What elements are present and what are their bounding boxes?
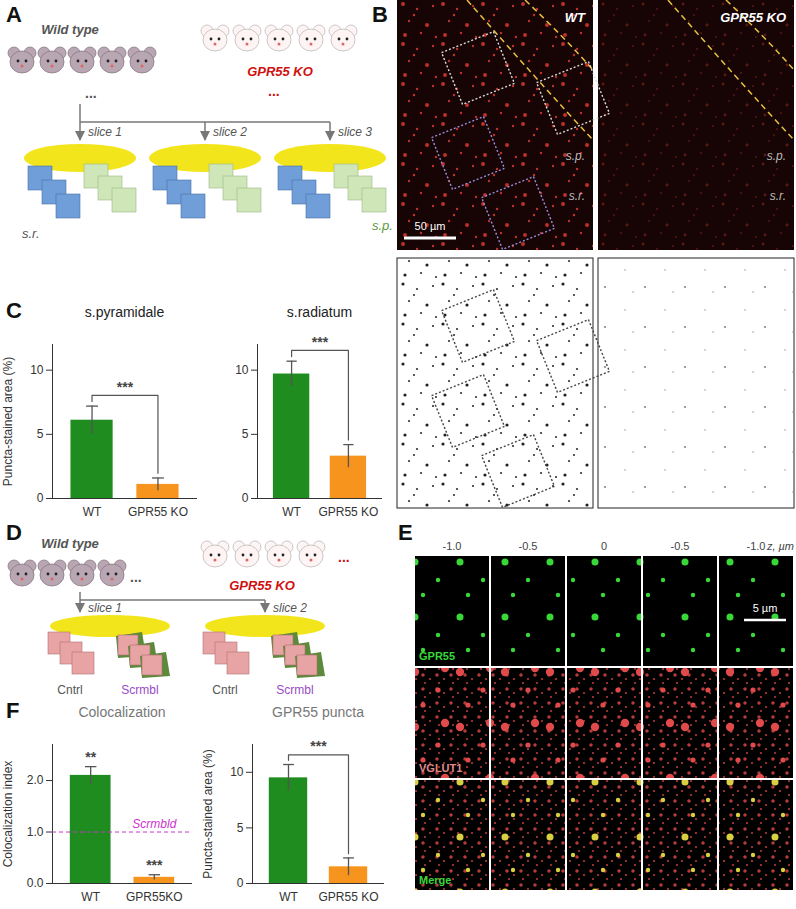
svg-text:10: 10	[230, 765, 244, 779]
svg-text:s.p.: s.p.	[767, 149, 786, 163]
svg-text:Puncta-stained area (%): Puncta-stained area (%)	[1, 357, 15, 486]
svg-text:GPR55 KO: GPR55 KO	[247, 64, 313, 79]
svg-text:slice 1: slice 1	[88, 601, 122, 615]
html-text:s.radiatum: s.radiatum	[286, 304, 353, 320]
svg-text:D: D	[6, 520, 22, 545]
svg-text:slice 3: slice 3	[338, 125, 372, 139]
svg-text:B: B	[372, 2, 388, 27]
svg-text:0: 0	[601, 540, 607, 552]
svg-text:s.r.: s.r.	[22, 226, 40, 241]
html-text:Colocalization: Colocalization	[78, 704, 166, 720]
svg-text:z, µm: z, µm	[766, 540, 794, 552]
svg-text:VGLUT1: VGLUT1	[419, 762, 462, 774]
svg-text:Wild type: Wild type	[41, 22, 99, 37]
svg-text:Wild type: Wild type	[41, 536, 99, 551]
svg-text:2.0: 2.0	[27, 773, 44, 787]
svg-text:WT: WT	[279, 890, 298, 904]
svg-text:Cntrl: Cntrl	[212, 683, 237, 697]
svg-text:5 µm: 5 µm	[753, 602, 778, 614]
svg-text:10: 10	[30, 363, 44, 377]
svg-text:GPR55 KO: GPR55 KO	[128, 505, 188, 519]
html-text:GPR55 puncta: GPR55 puncta	[272, 704, 364, 720]
svg-text:WT: WT	[282, 505, 301, 519]
svg-text:-1.0: -1.0	[747, 540, 766, 552]
svg-text:...: ...	[130, 569, 142, 585]
svg-text:GPR55: GPR55	[419, 650, 455, 662]
svg-text:Scrmbl: Scrmbl	[121, 683, 158, 697]
svg-text:s.r.: s.r.	[569, 189, 585, 203]
svg-text:F: F	[6, 698, 19, 723]
svg-text:***: ***	[312, 334, 329, 350]
svg-text:10: 10	[235, 363, 249, 377]
svg-text:E: E	[398, 520, 413, 545]
svg-text:0.0: 0.0	[27, 876, 44, 890]
svg-text:WT: WT	[83, 505, 102, 519]
svg-text:Scrmbl: Scrmbl	[276, 683, 313, 697]
svg-text:C: C	[6, 298, 22, 323]
svg-text:GPR55 KO: GPR55 KO	[318, 505, 378, 519]
svg-text:Colocalization index: Colocalization index	[1, 761, 15, 868]
svg-text:s.r.: s.r.	[770, 189, 786, 203]
svg-text:***: ***	[146, 857, 163, 873]
svg-text:50 µm: 50 µm	[415, 220, 446, 232]
svg-text:...: ...	[268, 83, 280, 99]
svg-text:GPR55KO: GPR55KO	[126, 890, 183, 904]
svg-text:***: ***	[310, 738, 327, 754]
svg-text:...: ...	[85, 85, 97, 101]
svg-text:Puncta-stained area (%): Puncta-stained area (%)	[201, 749, 215, 878]
svg-text:5: 5	[237, 821, 244, 835]
svg-text:-1.0: -1.0	[443, 540, 462, 552]
svg-text:GPR55 KO: GPR55 KO	[720, 10, 786, 25]
svg-text:0: 0	[37, 491, 44, 505]
svg-text:5: 5	[37, 427, 44, 441]
svg-text:GPR55 KO: GPR55 KO	[318, 890, 378, 904]
svg-text:...: ...	[338, 549, 350, 565]
svg-text:Cntrl: Cntrl	[57, 683, 82, 697]
svg-text:slice 2: slice 2	[273, 601, 307, 615]
svg-text:slice 1: slice 1	[88, 125, 122, 139]
svg-text:s.p.: s.p.	[372, 218, 393, 233]
svg-text:Scrmbld: Scrmbld	[132, 817, 176, 831]
svg-text:Merge: Merge	[419, 874, 451, 886]
svg-text:-0.5: -0.5	[671, 540, 690, 552]
svg-text:s.p.: s.p.	[566, 149, 585, 163]
svg-text:1.0: 1.0	[27, 825, 44, 839]
svg-text:0: 0	[242, 491, 249, 505]
svg-text:WT: WT	[81, 890, 100, 904]
svg-text:A: A	[6, 2, 22, 27]
svg-text:**: **	[85, 749, 96, 765]
svg-text:0: 0	[237, 876, 244, 890]
svg-text:***: ***	[117, 379, 134, 395]
svg-text:5: 5	[242, 427, 249, 441]
html-text:s.pyramidale: s.pyramidale	[84, 304, 165, 320]
svg-text:WT: WT	[565, 10, 586, 25]
svg-text:slice 2: slice 2	[213, 125, 247, 139]
svg-text:GPR55 KO: GPR55 KO	[229, 578, 295, 593]
svg-text:-0.5: -0.5	[519, 540, 538, 552]
